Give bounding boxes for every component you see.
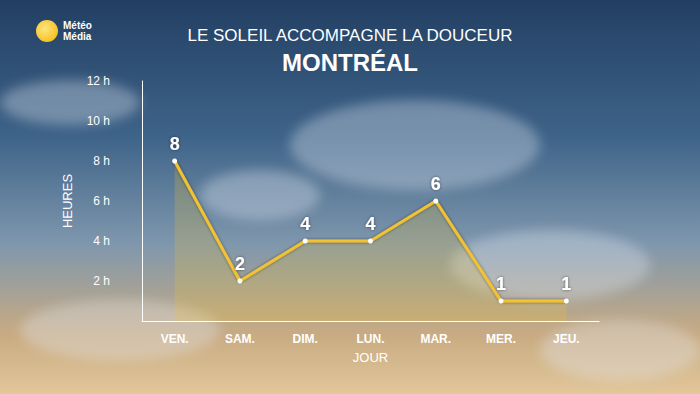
svg-text:JEU.: JEU. [553, 332, 580, 346]
svg-text:8: 8 [170, 134, 180, 154]
svg-text:6 h: 6 h [93, 194, 110, 208]
svg-text:4 h: 4 h [93, 234, 110, 248]
svg-text:10 h: 10 h [87, 114, 110, 128]
svg-text:HEURES: HEURES [60, 174, 75, 229]
svg-text:MER.: MER. [486, 332, 516, 346]
svg-text:LUN.: LUN. [357, 332, 385, 346]
svg-text:6: 6 [431, 174, 441, 194]
svg-text:2 h: 2 h [93, 274, 110, 288]
svg-text:1: 1 [496, 274, 506, 294]
svg-text:2: 2 [235, 254, 245, 274]
svg-text:1: 1 [561, 274, 571, 294]
svg-text:12 h: 12 h [87, 74, 110, 88]
svg-text:VEN.: VEN. [161, 332, 189, 346]
svg-text:DIM.: DIM. [293, 332, 318, 346]
svg-text:SAM.: SAM. [225, 332, 255, 346]
svg-text:MONTRÉAL: MONTRÉAL [282, 49, 418, 76]
html-text:Météo Média: Météo Média [63, 20, 92, 42]
svg-text:MAR.: MAR. [420, 332, 451, 346]
svg-text:8 h: 8 h [93, 154, 110, 168]
svg-text:JOUR: JOUR [353, 350, 388, 365]
svg-text:4: 4 [365, 214, 375, 234]
svg-text:4: 4 [300, 214, 310, 234]
svg-text:LE SOLEIL ACCOMPAGNE LA DOUCEU: LE SOLEIL ACCOMPAGNE LA DOUCEUR [188, 26, 513, 45]
